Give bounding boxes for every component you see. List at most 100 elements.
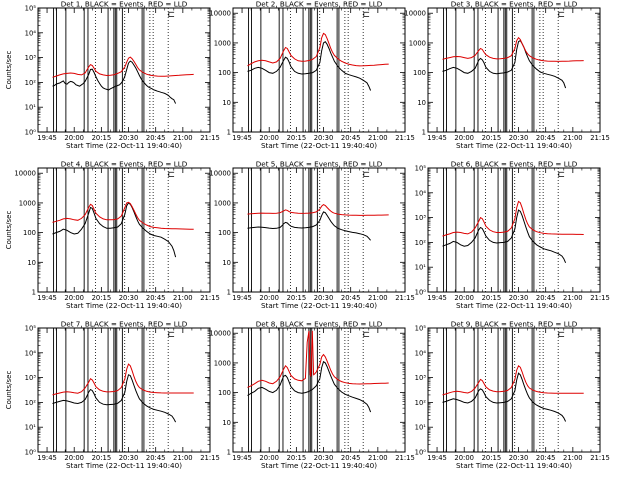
x-tick-label: 20:45 <box>536 134 556 142</box>
x-tick-label: 20:00 <box>454 454 474 462</box>
series-line-red <box>52 363 194 396</box>
chart-title: Det 3, BLACK = Events, RED = LLD <box>451 0 578 9</box>
y-tick-label: 10⁵ <box>415 325 427 333</box>
chart-panel-4: Det 4, BLACK = Events, RED = LLD Start Ti… <box>5 160 220 311</box>
plot-frame <box>232 7 406 133</box>
chart-title: Det 5, BLACK = Events, RED = LLD <box>256 160 383 169</box>
series-line-red <box>442 364 584 396</box>
x-tick-label: 20:45 <box>341 134 361 142</box>
x-tick-label: 21:00 <box>368 134 388 142</box>
bracket-marker: ⊏ <box>557 170 565 180</box>
y-tick-label: 10 <box>417 99 426 107</box>
bracket-marker: ⊏ <box>167 10 175 20</box>
x-tick-label: 20:00 <box>64 294 84 302</box>
plot-frame <box>427 7 601 133</box>
series-line-black <box>442 209 567 264</box>
plot-frame <box>37 327 211 453</box>
chart-title: Det 6, BLACK = Events, RED = LLD <box>451 160 578 169</box>
y-tick-label: 10³ <box>25 54 37 62</box>
plot-frame <box>427 327 601 453</box>
y-tick-label: 10³ <box>415 214 427 222</box>
x-tick-label: 20:45 <box>536 454 556 462</box>
y-tick-label: 10⁵ <box>25 5 37 13</box>
series-line-black <box>52 202 177 258</box>
x-tick-label: 19:45 <box>427 454 447 462</box>
series-line-red <box>247 32 389 67</box>
x-tick-label: 21:15 <box>590 134 610 142</box>
plot-frame <box>37 167 211 293</box>
y-tick-label: 100 <box>23 229 36 237</box>
series-line-black <box>247 211 371 241</box>
chart-title: Det 4, BLACK = Events, RED = LLD <box>61 160 188 169</box>
y-tick-label: 10² <box>415 399 427 407</box>
x-tick-label: 20:00 <box>259 454 279 462</box>
x-tick-label: 19:45 <box>37 294 57 302</box>
y-tick-label: 10⁰ <box>415 289 427 297</box>
x-tick-label: 20:45 <box>341 294 361 302</box>
y-tick-label: 10 <box>222 99 231 107</box>
y-tick-label: 100 <box>218 389 231 397</box>
series-line-red <box>247 330 389 388</box>
x-tick-label: 20:45 <box>341 454 361 462</box>
y-axis-label: Counts/sec <box>5 371 13 410</box>
y-tick-label: 10000 <box>209 170 231 178</box>
y-tick-label: 10² <box>415 239 427 247</box>
y-tick-label: 10³ <box>25 374 37 382</box>
chart-title: Det 8, BLACK = Events, RED = LLD <box>256 320 383 329</box>
plot-frame <box>232 167 406 293</box>
y-tick-label: 10000 <box>209 330 231 338</box>
y-tick-label: 10² <box>25 79 37 87</box>
x-axis-label: Start Time (22-Oct-11 19:40:40) <box>456 461 572 470</box>
chart-panel-9: Det 9, BLACK = Events, RED = LLD Start Ti… <box>415 320 610 471</box>
series-line-black <box>247 41 372 91</box>
bracket-marker: ⊏ <box>557 330 565 340</box>
chart-panel-1: Det 1, BLACK = Events, RED = LLD Start Ti… <box>5 0 220 150</box>
y-axis-label: Counts/sec <box>5 51 13 90</box>
x-tick-label: 20:00 <box>64 134 84 142</box>
y-tick-label: 10000 <box>404 10 426 18</box>
x-tick-label: 19:45 <box>427 294 447 302</box>
chart-title: Det 1, BLACK = Events, RED = LLD <box>61 0 188 9</box>
x-tick-label: 21:00 <box>368 294 388 302</box>
x-tick-label: 20:30 <box>509 134 529 142</box>
x-axis-label: Start Time (22-Oct-11 19:40:40) <box>456 301 572 310</box>
chart-panel-6: Det 6, BLACK = Events, RED = LLD Start Ti… <box>415 160 610 311</box>
y-tick-label: 1000 <box>214 39 231 47</box>
series-line-red <box>442 200 584 237</box>
y-tick-label: 100 <box>218 229 231 237</box>
x-tick-label: 20:45 <box>536 294 556 302</box>
x-tick-label: 21:00 <box>563 454 583 462</box>
chart-panel-3: Det 3, BLACK = Events, RED = LLD Start Ti… <box>404 0 609 150</box>
x-tick-label: 21:15 <box>395 294 415 302</box>
x-tick-label: 19:45 <box>37 134 57 142</box>
chart-title: Det 7, BLACK = Events, RED = LLD <box>61 320 188 329</box>
x-tick-label: 20:30 <box>509 454 529 462</box>
x-axis-label: Start Time (22-Oct-11 19:40:40) <box>66 461 182 470</box>
y-tick-label: 10⁴ <box>415 189 427 197</box>
x-tick-label: 20:30 <box>119 454 139 462</box>
x-tick-label: 20:15 <box>482 294 502 302</box>
series-line-black <box>52 60 177 104</box>
y-tick-label: 10¹ <box>415 424 427 432</box>
series-line-red <box>442 36 584 62</box>
y-tick-label: 10⁴ <box>415 349 427 357</box>
y-tick-label: 10⁵ <box>25 325 37 333</box>
x-tick-label: 20:45 <box>146 294 166 302</box>
chart-panel-8: Det 8, BLACK = Events, RED = LLD Start Ti… <box>209 320 414 471</box>
y-tick-label: 10³ <box>415 374 427 382</box>
y-tick-label: 10 <box>27 259 36 267</box>
y-tick-label: 10⁰ <box>25 449 37 457</box>
series-line-black <box>442 39 567 89</box>
series-line-black <box>247 360 372 413</box>
x-tick-label: 19:45 <box>37 454 57 462</box>
y-tick-label: 1000 <box>214 359 231 367</box>
bracket-marker: ⊏ <box>362 170 370 180</box>
series-line-black <box>52 374 177 423</box>
y-tick-label: 1000 <box>19 199 36 207</box>
y-tick-label: 1 <box>227 289 231 297</box>
y-tick-label: 10⁴ <box>25 349 37 357</box>
y-tick-label: 10² <box>25 399 37 407</box>
x-tick-label: 20:30 <box>119 294 139 302</box>
bracket-marker: ⊏ <box>362 330 370 340</box>
